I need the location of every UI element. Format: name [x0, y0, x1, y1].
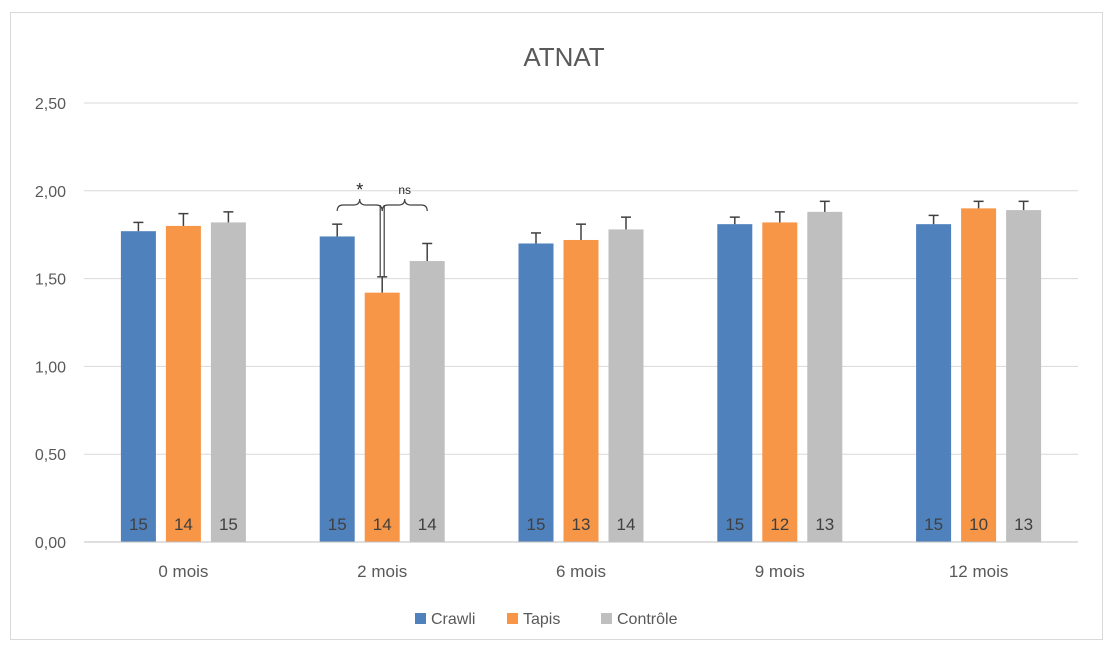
x-axis-ticks: 0 mois 2 mois 6 mois 9 mois 12 mois — [84, 541, 1078, 581]
y-tick-label: 1,50 — [35, 272, 66, 289]
sample-size-label: 14 — [174, 515, 193, 534]
bar — [916, 224, 952, 542]
sample-size-label: 14 — [617, 515, 636, 534]
bar — [165, 225, 201, 543]
bar — [518, 243, 554, 543]
legend-swatch — [601, 613, 612, 624]
bar — [409, 261, 445, 542]
sample-size-label: 12 — [770, 515, 789, 534]
sample-size-label: 14 — [418, 515, 437, 534]
x-tick-label: 0 mois — [158, 562, 208, 581]
bar — [717, 224, 753, 542]
legend-label: Crawli — [431, 611, 475, 628]
y-tick-label: 0,50 — [35, 447, 66, 464]
y-tick-label: 2,50 — [35, 96, 66, 113]
bar — [563, 239, 599, 542]
significance-label: * — [356, 180, 363, 200]
sample-size-label: 15 — [328, 515, 347, 534]
significance-bracket — [381, 198, 428, 212]
bar — [210, 222, 246, 542]
sample-size-label: 15 — [924, 515, 943, 534]
bar — [608, 229, 644, 542]
sample-size-label: 14 — [373, 515, 392, 534]
sample-size-label: 15 — [725, 515, 744, 534]
x-tick-label: 12 mois — [949, 562, 1009, 581]
y-tick-label: 2,00 — [35, 184, 66, 201]
bar — [319, 236, 355, 542]
sample-size-label: 13 — [815, 515, 834, 534]
sample-size-label: 13 — [572, 515, 591, 534]
chart-title: ATNAT — [523, 42, 604, 72]
bar — [364, 292, 400, 542]
significance-annotations: * ns — [336, 180, 428, 277]
bar-chart: ATNAT 0,000,501,001,502,002,50 15 15 15 15 1… — [35, 42, 1078, 628]
bar — [961, 208, 997, 543]
x-tick-label: 9 mois — [755, 562, 805, 581]
x-tick-label: 2 mois — [357, 562, 407, 581]
legend-label: Tapis — [523, 611, 560, 628]
bar — [807, 211, 843, 542]
x-tick-label: 6 mois — [556, 562, 606, 581]
y-tick-label: 1,00 — [35, 359, 66, 376]
bar — [762, 222, 798, 542]
sample-size-label: 13 — [1014, 515, 1033, 534]
y-tick-label: 0,00 — [35, 535, 66, 552]
legend: Crawli Tapis Contrôle — [415, 611, 678, 628]
chart-frame: ATNAT 0,00 0,50 1,00 1,50 2,00 2,50 15 15 15 15 1… — [10, 12, 1103, 640]
legend-swatch — [507, 613, 518, 624]
significance-label: ns — [398, 183, 411, 197]
y-axis-ticks: 0,00 0,50 1,00 1,50 2,00 2,50 — [35, 96, 66, 552]
bar — [1006, 210, 1042, 542]
sample-size-label: 10 — [969, 515, 988, 534]
sample-size-label: 15 — [219, 515, 238, 534]
bars: 15 15 15 15 15 14 14 13 12 10 15 14 14 13 13 — [120, 200, 1042, 543]
bar — [120, 231, 156, 543]
legend-label: Contrôle — [617, 611, 678, 628]
legend-swatch — [415, 613, 426, 624]
sample-size-label: 15 — [129, 515, 148, 534]
sample-size-label: 15 — [527, 515, 546, 534]
significance-bracket — [336, 198, 383, 212]
